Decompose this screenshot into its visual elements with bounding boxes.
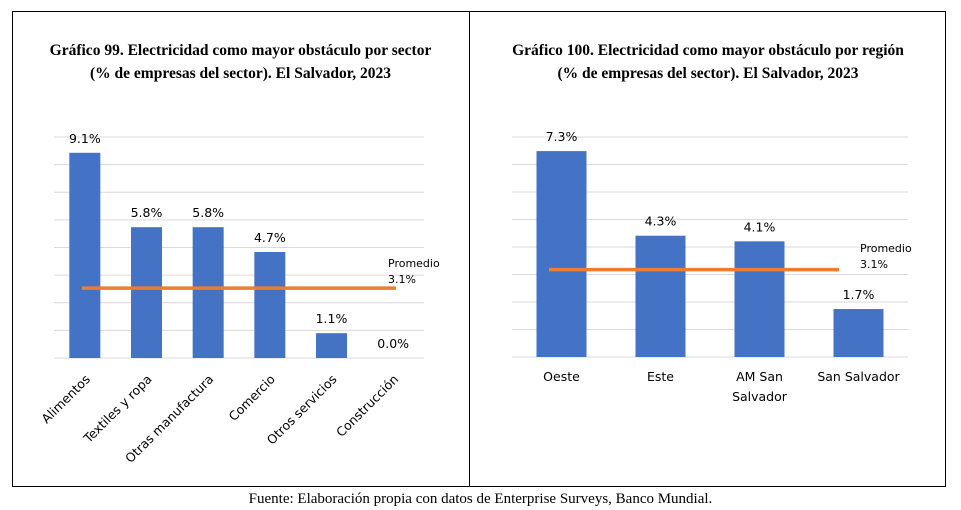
category-label: Construcción (333, 372, 401, 440)
chart-title-line: Gráfico 99. Electricidad como mayor obst… (49, 42, 432, 59)
chart-title-line: (% de empresas del sector). El Salvador,… (90, 65, 391, 82)
data-label: 1.1% (316, 311, 348, 326)
chart-title-line: Gráfico 100. Electricidad como mayor obs… (512, 42, 904, 59)
bar-1 (69, 152, 101, 358)
chart-title: Gráfico 99. Electricidad como mayor obst… (12, 39, 469, 85)
bar-4 (833, 309, 884, 357)
bar-chart-region: 7.3% Oeste 4.3% Este 4.1% AM San Salvador 1.7% S… (512, 129, 912, 404)
bar-1 (536, 151, 587, 357)
bar-2 (131, 227, 162, 358)
data-label: 9.1% (69, 131, 101, 146)
bar-5 (316, 333, 347, 358)
category-label: Comercio (226, 372, 278, 424)
bar-2 (635, 235, 686, 357)
bar-4 (254, 252, 286, 358)
average-label: 3.1% (860, 258, 888, 271)
category-label: AM San (736, 369, 783, 384)
category-label: Alimentos (38, 372, 93, 427)
data-label: 1.7% (843, 287, 875, 302)
category-label: Salvador (732, 389, 788, 404)
average-label: 3.1% (388, 273, 416, 286)
data-label: 4.7% (254, 230, 286, 245)
bar-3 (734, 241, 785, 357)
data-label: 4.1% (744, 219, 776, 234)
data-label: 0.0% (377, 336, 409, 351)
category-label: San Salvador (817, 369, 900, 384)
data-label: 5.8% (131, 205, 163, 220)
category-label: Oeste (543, 369, 580, 384)
chart-panel-region: Gráfico 100. Electricidad como mayor obs… (470, 11, 946, 487)
bar-3 (192, 227, 224, 358)
figure-frame (12, 11, 946, 487)
chart-panel-sector: Gráfico 99. Electricidad como mayor obst… (12, 11, 469, 487)
chart-title: Gráfico 100. Electricidad como mayor obs… (470, 39, 946, 85)
category-label: Este (647, 369, 674, 384)
source-note: Fuente: Elaboración propia con datos de … (248, 491, 713, 507)
average-label: Promedio (860, 242, 912, 255)
data-label: 5.8% (192, 205, 224, 220)
panel-divider (469, 11, 470, 487)
chart-title-line: (% de empresas del sector). El Salvador,… (557, 65, 859, 82)
data-label: 4.3% (645, 214, 677, 229)
average-label: Promedio (388, 257, 440, 270)
data-label: 7.3% (546, 129, 578, 144)
